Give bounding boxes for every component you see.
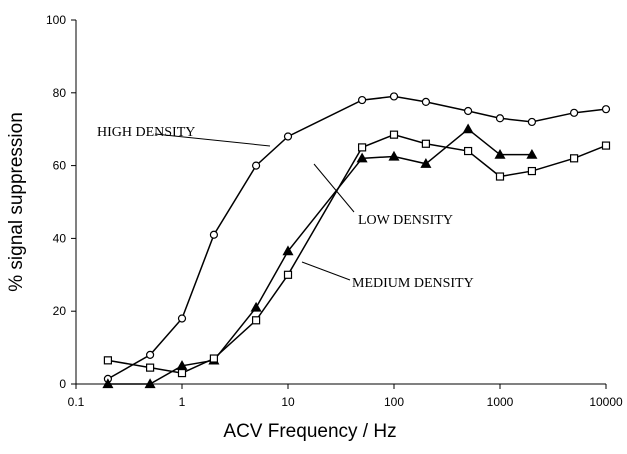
marker xyxy=(250,301,262,312)
marker xyxy=(494,148,506,159)
series-line xyxy=(107,128,532,385)
marker xyxy=(527,166,537,176)
marker xyxy=(601,105,611,114)
marker xyxy=(251,161,261,170)
series-label: HIGH DENSITY xyxy=(97,125,195,140)
marker xyxy=(209,354,219,363)
leader-line xyxy=(301,261,351,281)
marker xyxy=(145,350,155,359)
leader-line xyxy=(313,163,355,213)
y-tick-label: 0 xyxy=(59,377,66,391)
marker xyxy=(251,316,261,325)
marker xyxy=(356,152,368,163)
marker xyxy=(145,363,155,372)
y-tick-label: 80 xyxy=(53,86,67,100)
x-tick-label: 1 xyxy=(179,395,186,409)
x-tick-label: 1000 xyxy=(487,395,514,409)
marker xyxy=(357,95,367,105)
series-line xyxy=(107,95,607,380)
marker xyxy=(177,368,187,378)
marker xyxy=(388,150,400,161)
marker xyxy=(282,245,294,256)
marker xyxy=(527,117,537,127)
marker xyxy=(526,148,538,159)
marker xyxy=(421,139,431,148)
x-tick-label: 0.1 xyxy=(68,395,85,409)
marker xyxy=(283,270,293,279)
x-tick-label: 100 xyxy=(384,395,404,409)
marker xyxy=(463,146,473,156)
x-tick-label: 10 xyxy=(281,395,295,409)
marker xyxy=(462,123,474,134)
marker xyxy=(495,114,505,123)
marker xyxy=(601,141,611,150)
y-tick-label: 100 xyxy=(46,13,66,27)
marker xyxy=(177,314,187,323)
series-label: MEDIUM DENSITY xyxy=(352,276,474,291)
y-tick-label: 40 xyxy=(53,231,67,245)
y-tick-label: 20 xyxy=(53,304,67,318)
marker xyxy=(463,106,473,116)
leader-line xyxy=(154,133,271,147)
marker xyxy=(569,154,579,163)
marker xyxy=(357,143,367,152)
marker xyxy=(389,130,399,139)
marker xyxy=(495,172,505,181)
series-line xyxy=(107,133,607,374)
marker xyxy=(103,356,113,365)
x-axis-label: ACV Frequency / Hz xyxy=(223,421,396,442)
marker xyxy=(283,132,293,141)
marker xyxy=(421,97,431,107)
marker xyxy=(569,108,579,117)
y-tick-label: 60 xyxy=(53,159,67,173)
marker xyxy=(420,158,432,168)
x-tick-label: 10000 xyxy=(589,395,623,409)
marker xyxy=(389,92,399,101)
y-axis-label: % signal suppression xyxy=(6,112,27,292)
series-label: LOW DENSITY xyxy=(358,213,453,228)
marker xyxy=(102,378,114,389)
marker xyxy=(144,378,156,389)
marker xyxy=(209,230,219,239)
